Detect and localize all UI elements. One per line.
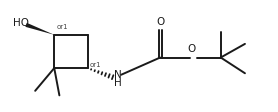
Text: O: O <box>187 44 195 54</box>
Text: H: H <box>115 78 122 88</box>
Text: O: O <box>156 17 164 27</box>
Text: HO: HO <box>13 18 29 28</box>
Text: N: N <box>115 70 122 80</box>
Polygon shape <box>25 23 54 35</box>
Text: or1: or1 <box>90 61 101 68</box>
Text: or1: or1 <box>57 24 68 30</box>
